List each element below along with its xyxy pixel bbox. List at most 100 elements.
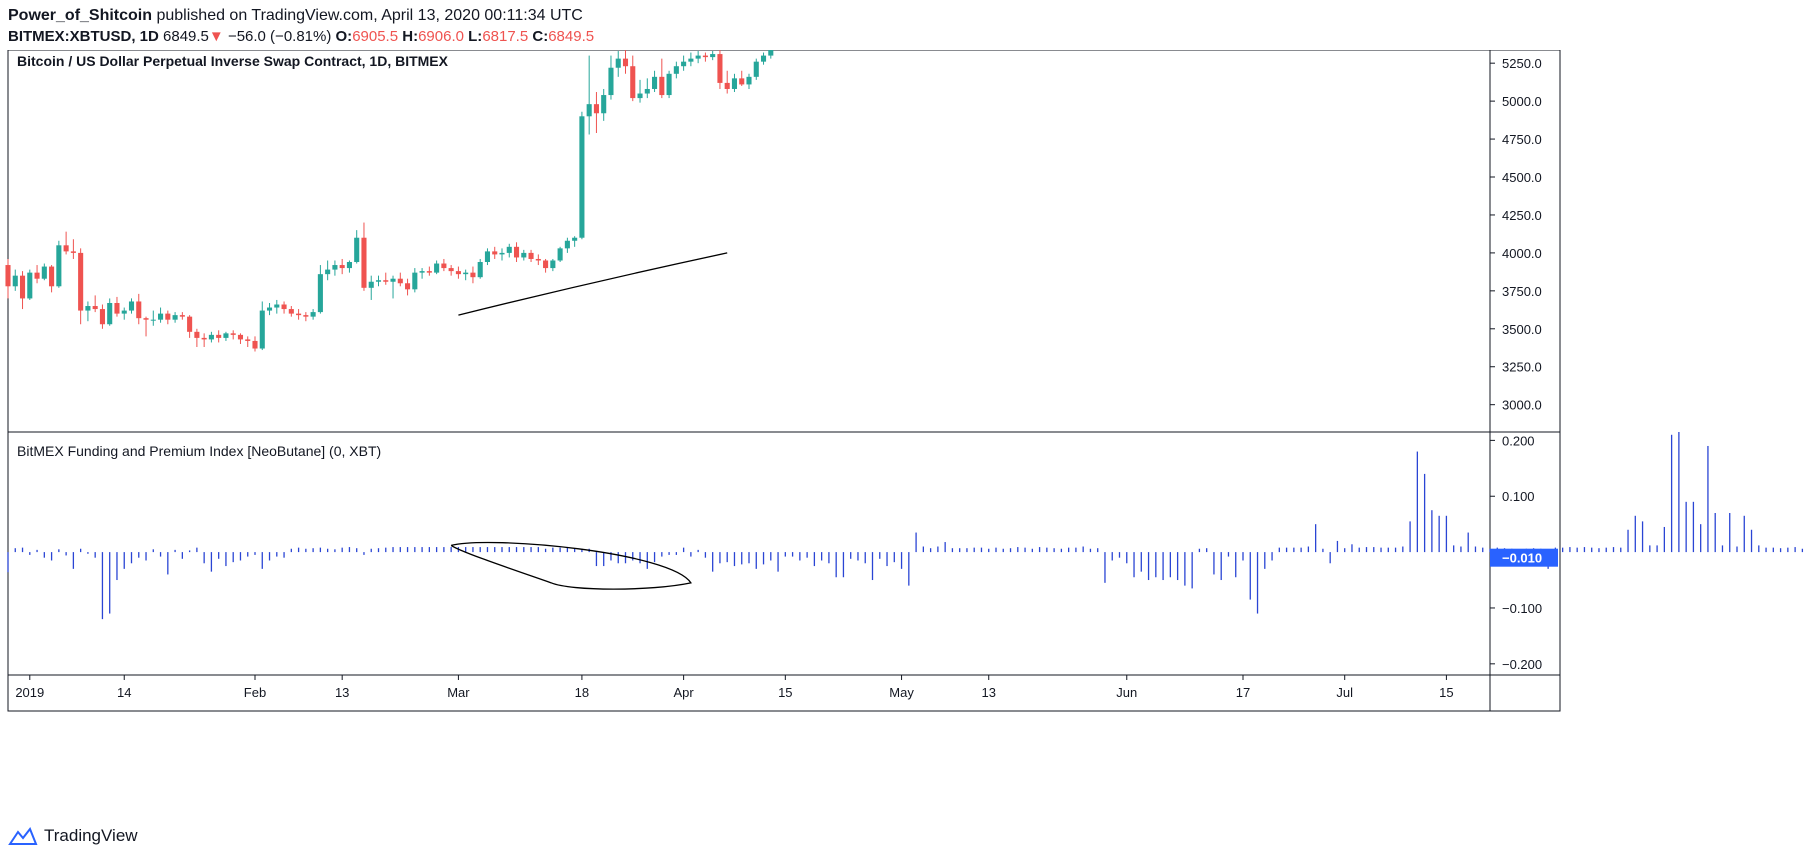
candle-body	[27, 272, 33, 299]
chart-frame	[7, 50, 1561, 712]
candle-body	[528, 252, 534, 259]
last-value-badge	[1490, 548, 1558, 567]
candle-body	[187, 316, 193, 332]
candle-body	[434, 263, 440, 273]
candle-body	[317, 274, 323, 313]
index-pane-title: BitMEX Funding and Premium Index [NeoBut…	[17, 443, 381, 459]
candle-body	[637, 93, 643, 99]
candle-body	[419, 271, 425, 273]
time-axis-label: May	[889, 685, 914, 700]
candle-body	[564, 240, 570, 249]
candle-body	[143, 318, 149, 320]
candle-body	[49, 266, 55, 287]
candle-body	[543, 260, 549, 269]
candle-body	[34, 272, 40, 279]
candle-body	[5, 265, 11, 287]
candles-group	[5, 50, 774, 352]
open-value: 6905.5	[352, 28, 399, 45]
time-axis-label: 13	[335, 685, 349, 700]
candle-body	[557, 248, 563, 261]
candle-body	[332, 265, 338, 270]
candle-body	[165, 313, 171, 320]
price-change: −56.0 (−0.81%)	[227, 28, 332, 45]
price-axis-label: 3500.0	[1502, 322, 1542, 337]
candle-body	[615, 58, 621, 68]
candle-body	[622, 58, 629, 67]
candle-body	[579, 116, 585, 238]
candle-body	[230, 333, 236, 335]
candle-body	[753, 61, 759, 77]
price-axis-label: 4500.0	[1502, 170, 1542, 185]
time-axis-label: 17	[1236, 685, 1250, 700]
low-value: 6817.5	[482, 28, 529, 45]
last-price: 6849.5	[163, 28, 209, 45]
candle-body	[666, 73, 672, 96]
time-axis-label: Apr	[674, 685, 695, 700]
candle-body	[768, 50, 774, 56]
low-label: L:	[468, 28, 483, 45]
author-name[interactable]: Power_of_Shitcoin	[8, 7, 153, 24]
candle-body	[601, 95, 607, 114]
time-axis-label: 13	[982, 685, 996, 700]
candle-body	[521, 252, 527, 258]
close-label: C:	[532, 28, 549, 45]
candle-body	[739, 78, 745, 85]
price-axis-label: 3000.0	[1502, 398, 1542, 413]
price-axis-label: 4000.0	[1502, 246, 1542, 261]
index-axis-label: 0.100	[1502, 489, 1535, 504]
index-axis-label: −0.200	[1502, 657, 1542, 672]
chart-canvas[interactable]: 5250.0 5000.0 4750.0 4500.0 4250.0 4000.0 3750…	[0, 50, 1805, 818]
candle-body	[150, 319, 156, 321]
candle-body	[695, 55, 701, 59]
candle-body	[78, 252, 84, 311]
candle-body	[172, 315, 178, 320]
candle-body	[426, 271, 432, 273]
candle-body	[731, 78, 738, 89]
candle-body	[506, 246, 512, 253]
candle-body	[441, 263, 447, 269]
high-label: H:	[402, 28, 419, 45]
candle-body	[710, 54, 716, 58]
candle-body	[630, 66, 636, 99]
candle-body	[550, 260, 556, 269]
open-label: O:	[335, 28, 353, 45]
candle-body	[724, 82, 730, 89]
candle-body	[688, 58, 694, 62]
candle-body	[19, 275, 26, 299]
candle-body	[128, 301, 135, 311]
candle-body	[746, 76, 752, 85]
candle-body	[325, 269, 331, 275]
candle-body	[92, 306, 98, 310]
candle-body	[572, 237, 578, 241]
chart-header: Power_of_Shitcoin published on TradingVi…	[8, 6, 1798, 47]
close-value: 6849.5	[548, 28, 595, 45]
candle-body	[484, 251, 491, 263]
time-axis-label: Jun	[1116, 685, 1137, 700]
price-axis-label: 3250.0	[1502, 360, 1542, 375]
candle-body	[41, 266, 47, 279]
candle-body	[470, 272, 476, 278]
candle-body	[499, 252, 505, 255]
candle-body	[390, 278, 396, 282]
tradingview-logo-icon[interactable]	[8, 826, 38, 846]
index-axis-label: −0.100	[1502, 601, 1542, 616]
last-value-label: −0.010	[1502, 551, 1542, 566]
price-axis-label: 5000.0	[1502, 94, 1542, 109]
time-axis-label: 15	[778, 685, 792, 700]
candle-body	[114, 302, 120, 314]
candle-body	[12, 275, 18, 287]
candle-body	[717, 54, 723, 83]
candle-body	[339, 265, 345, 269]
candle-body	[237, 334, 244, 340]
candle-body	[259, 310, 265, 349]
candle-body	[201, 337, 207, 340]
ohlc-legend: BITMEX:XBTUSD, 1D 6849.5▼ −56.0 (−0.81%)…	[8, 27, 1798, 47]
candle-body	[681, 61, 687, 67]
candle-body	[535, 258, 541, 261]
symbol-label[interactable]: BITMEX:XBTUSD, 1D	[8, 28, 159, 45]
candle-body	[608, 67, 614, 96]
candle-body	[179, 315, 185, 317]
candle-body	[586, 104, 592, 117]
tradingview-brand[interactable]: TradingView	[44, 826, 138, 845]
candle-body	[70, 251, 76, 253]
